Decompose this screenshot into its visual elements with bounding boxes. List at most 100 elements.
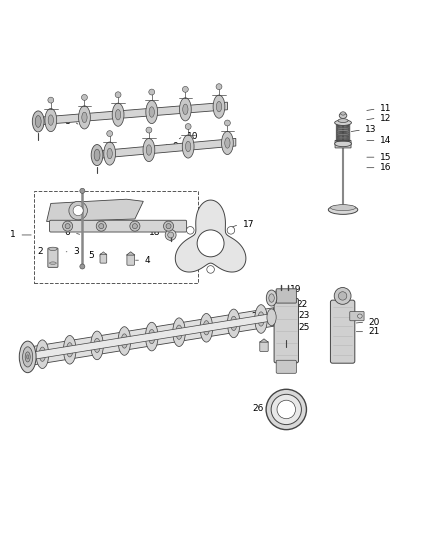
Polygon shape	[93, 139, 236, 159]
Ellipse shape	[25, 352, 30, 362]
Text: 11: 11	[380, 104, 392, 114]
Ellipse shape	[143, 139, 155, 161]
Polygon shape	[175, 200, 246, 272]
Text: 17: 17	[243, 220, 254, 229]
Ellipse shape	[258, 312, 264, 326]
Ellipse shape	[23, 347, 33, 367]
Ellipse shape	[35, 116, 41, 127]
Text: 9: 9	[172, 142, 178, 151]
FancyBboxPatch shape	[48, 248, 58, 268]
Ellipse shape	[64, 335, 76, 364]
Ellipse shape	[230, 316, 237, 330]
FancyBboxPatch shape	[350, 311, 364, 321]
Text: 10: 10	[187, 132, 198, 141]
Ellipse shape	[328, 205, 358, 214]
Ellipse shape	[180, 98, 191, 121]
Ellipse shape	[67, 343, 73, 357]
Text: 6: 6	[65, 228, 71, 237]
Ellipse shape	[118, 327, 131, 356]
Ellipse shape	[213, 95, 225, 118]
FancyBboxPatch shape	[100, 254, 107, 263]
Ellipse shape	[255, 305, 267, 333]
Polygon shape	[25, 308, 274, 366]
Ellipse shape	[94, 338, 100, 352]
Ellipse shape	[222, 132, 233, 155]
Ellipse shape	[183, 104, 188, 115]
Circle shape	[339, 292, 347, 300]
Text: 16: 16	[380, 163, 392, 172]
Circle shape	[185, 124, 191, 130]
Circle shape	[266, 389, 307, 430]
Ellipse shape	[335, 120, 351, 125]
FancyBboxPatch shape	[335, 140, 351, 148]
Ellipse shape	[36, 340, 49, 368]
Circle shape	[182, 86, 188, 92]
Text: 12: 12	[380, 114, 392, 123]
Ellipse shape	[269, 294, 274, 302]
Circle shape	[65, 224, 70, 229]
Circle shape	[163, 221, 173, 231]
Ellipse shape	[227, 309, 240, 338]
Ellipse shape	[200, 313, 213, 342]
Polygon shape	[260, 339, 268, 342]
Circle shape	[48, 97, 54, 103]
Ellipse shape	[104, 142, 116, 165]
Ellipse shape	[182, 135, 194, 158]
Ellipse shape	[225, 138, 230, 148]
Circle shape	[69, 201, 88, 220]
FancyBboxPatch shape	[330, 300, 355, 363]
Text: 2: 2	[38, 247, 43, 256]
Ellipse shape	[112, 103, 124, 126]
Ellipse shape	[94, 149, 100, 161]
Ellipse shape	[91, 331, 103, 360]
Circle shape	[227, 227, 235, 234]
Ellipse shape	[149, 107, 154, 117]
FancyBboxPatch shape	[260, 341, 268, 351]
Text: 20: 20	[369, 318, 380, 327]
Circle shape	[224, 120, 230, 126]
Ellipse shape	[45, 109, 57, 132]
Ellipse shape	[267, 309, 276, 326]
Circle shape	[146, 127, 152, 133]
Ellipse shape	[39, 347, 46, 361]
Ellipse shape	[266, 290, 277, 306]
Text: 4: 4	[145, 256, 150, 265]
Ellipse shape	[78, 106, 90, 129]
Text: 23: 23	[298, 311, 309, 320]
Circle shape	[80, 264, 85, 269]
Circle shape	[166, 224, 171, 229]
Circle shape	[99, 224, 104, 229]
Polygon shape	[46, 199, 143, 222]
Bar	[34, 191, 198, 284]
Circle shape	[63, 221, 73, 231]
Circle shape	[216, 84, 222, 90]
Text: 24: 24	[251, 312, 263, 321]
FancyBboxPatch shape	[49, 220, 187, 232]
Ellipse shape	[145, 322, 158, 351]
FancyBboxPatch shape	[276, 289, 297, 303]
Ellipse shape	[146, 100, 158, 124]
Polygon shape	[34, 102, 227, 125]
Circle shape	[187, 227, 194, 234]
Text: 26: 26	[253, 404, 264, 413]
Ellipse shape	[49, 247, 57, 251]
Text: 15: 15	[380, 152, 392, 161]
Ellipse shape	[357, 314, 362, 318]
Ellipse shape	[339, 112, 347, 118]
Circle shape	[81, 94, 88, 100]
Ellipse shape	[107, 148, 112, 159]
Ellipse shape	[48, 115, 53, 125]
Circle shape	[73, 206, 83, 216]
Circle shape	[168, 232, 173, 238]
Circle shape	[115, 92, 121, 98]
Circle shape	[132, 224, 138, 229]
FancyBboxPatch shape	[276, 360, 297, 373]
Ellipse shape	[32, 111, 44, 132]
Circle shape	[271, 394, 301, 425]
Ellipse shape	[27, 355, 29, 359]
Ellipse shape	[203, 321, 209, 335]
Text: 5: 5	[88, 252, 94, 261]
Ellipse shape	[176, 325, 182, 340]
Text: 8: 8	[65, 117, 71, 126]
Ellipse shape	[335, 141, 351, 147]
